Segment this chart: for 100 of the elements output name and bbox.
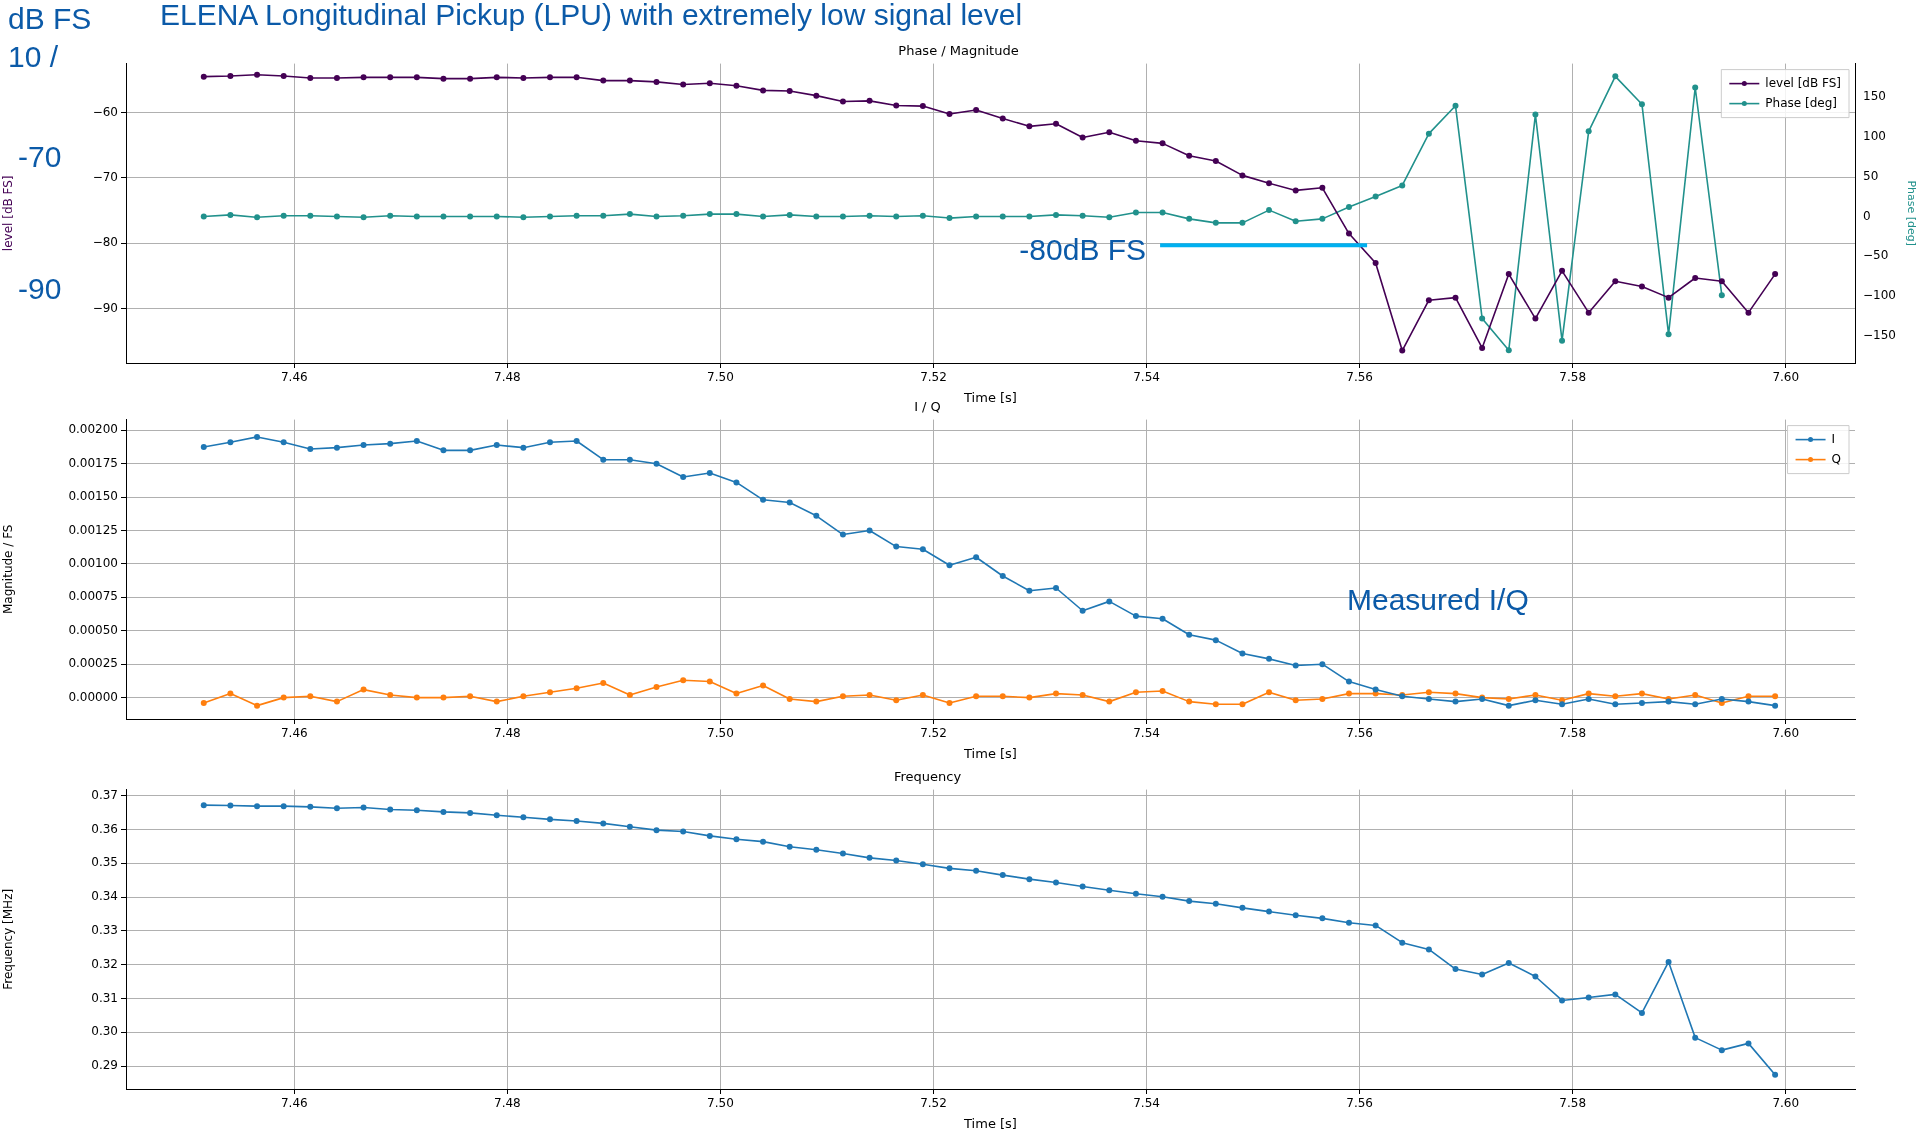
point xyxy=(813,512,820,519)
point xyxy=(653,683,660,690)
point xyxy=(706,678,713,685)
point xyxy=(1505,702,1512,709)
point xyxy=(227,73,234,80)
y-tick-label: 0.00175 xyxy=(68,455,118,470)
y-tick-label: 0.00200 xyxy=(68,422,118,437)
point xyxy=(1079,883,1086,890)
x-tick-label: 7.48 xyxy=(494,370,521,385)
point xyxy=(1505,271,1512,278)
point xyxy=(413,694,420,701)
text: ELENA Longitudinal Pickup (LPU) with extremely low signal level xyxy=(160,0,1023,31)
point xyxy=(1372,259,1379,266)
point xyxy=(1212,158,1219,164)
point xyxy=(493,698,500,705)
point xyxy=(467,213,474,220)
point xyxy=(1452,102,1459,109)
point xyxy=(760,682,767,689)
point xyxy=(467,809,474,816)
point xyxy=(333,74,340,81)
y-tick-label: 0.00100 xyxy=(68,556,118,571)
point xyxy=(786,211,793,218)
point xyxy=(893,102,900,109)
point xyxy=(200,802,207,809)
point xyxy=(1266,207,1273,214)
point xyxy=(1532,691,1539,698)
point xyxy=(227,439,234,446)
legend-label: level [dB FS] xyxy=(1765,75,1841,90)
y2-axis-title: Phase [deg] xyxy=(1904,180,1917,247)
point xyxy=(1665,294,1672,301)
point xyxy=(440,75,447,82)
y-tick-label: 0.00025 xyxy=(68,656,118,671)
point xyxy=(333,444,340,451)
point xyxy=(546,816,553,823)
point xyxy=(1159,209,1166,216)
point xyxy=(946,110,953,117)
point xyxy=(573,212,580,219)
x-tick-label: 7.56 xyxy=(1346,370,1373,385)
point xyxy=(760,213,767,220)
point xyxy=(200,213,207,220)
point xyxy=(733,690,740,697)
y-tick-label: 0.00125 xyxy=(68,522,118,537)
point xyxy=(1425,695,1432,702)
point xyxy=(1745,309,1752,316)
point xyxy=(1239,172,1246,179)
point xyxy=(387,212,394,219)
y-tick-label: −90 xyxy=(92,300,118,315)
chart-title: I / Q xyxy=(914,399,941,415)
point xyxy=(1239,219,1246,226)
point xyxy=(626,77,633,84)
y-tick-label: 0.00050 xyxy=(68,622,118,637)
point xyxy=(1585,309,1592,316)
point xyxy=(1479,344,1486,351)
point xyxy=(1345,203,1352,210)
y2-tick-label: −150 xyxy=(1863,328,1896,343)
point xyxy=(1132,689,1139,696)
point xyxy=(1292,662,1299,669)
point xyxy=(600,456,607,463)
point xyxy=(999,872,1006,879)
point xyxy=(387,691,394,698)
y-axis-title: level [dB FS] xyxy=(1,175,16,252)
point xyxy=(1612,73,1619,80)
point xyxy=(546,213,553,220)
point xyxy=(1026,587,1033,594)
point xyxy=(653,827,660,834)
point xyxy=(1479,971,1486,978)
x-tick-label: 7.50 xyxy=(707,1096,734,1111)
y-tick-label: 0.37 xyxy=(91,787,118,802)
point xyxy=(813,213,820,220)
point xyxy=(1585,695,1592,702)
point xyxy=(440,694,447,701)
point xyxy=(1638,699,1645,706)
point xyxy=(680,474,687,481)
point xyxy=(1266,908,1273,915)
point xyxy=(254,803,261,810)
point xyxy=(893,857,900,864)
point xyxy=(546,74,553,81)
point xyxy=(254,214,261,221)
point xyxy=(200,444,207,450)
point xyxy=(893,213,900,220)
y-tick-label: 0.32 xyxy=(91,956,118,971)
point xyxy=(680,81,687,88)
point xyxy=(1745,693,1752,700)
point xyxy=(1559,997,1566,1004)
point xyxy=(1186,215,1193,222)
point xyxy=(626,691,633,698)
point xyxy=(786,88,793,95)
point xyxy=(653,460,660,467)
point xyxy=(1106,887,1113,894)
point xyxy=(520,214,527,221)
point xyxy=(1319,915,1326,922)
point xyxy=(1692,1034,1699,1041)
point xyxy=(227,690,234,697)
point xyxy=(680,212,687,219)
point xyxy=(999,213,1006,220)
point xyxy=(1266,689,1273,696)
point xyxy=(919,691,926,698)
point xyxy=(1053,120,1060,127)
x-tick-label: 7.52 xyxy=(920,370,947,385)
y2-tick-label: 0 xyxy=(1863,208,1871,223)
